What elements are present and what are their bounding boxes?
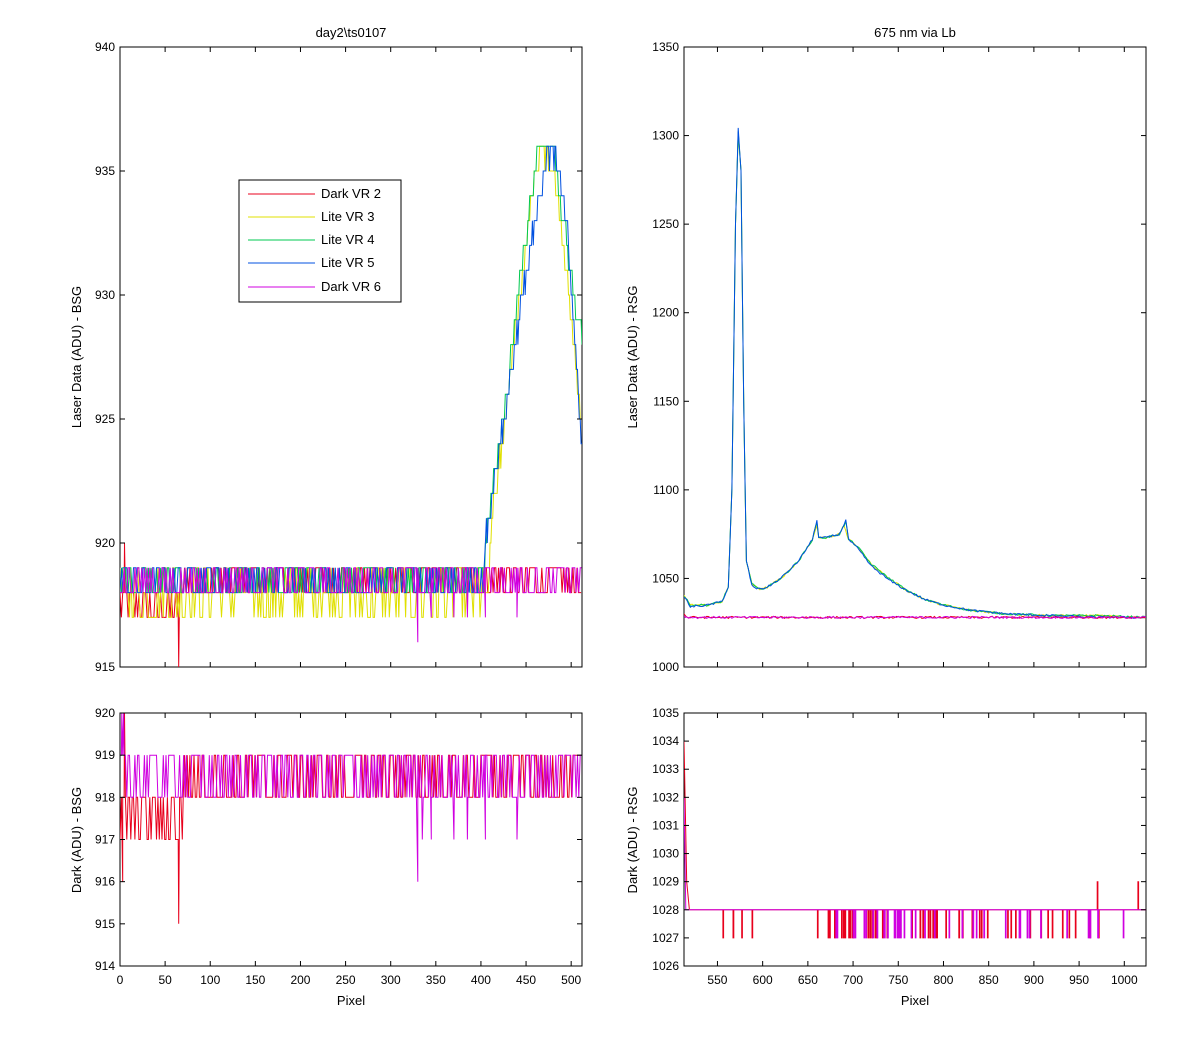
x-tick-label: 950	[1069, 973, 1089, 987]
y-tick-label: 935	[95, 164, 115, 178]
plot-area	[683, 46, 1147, 668]
plot-series-group	[684, 741, 1146, 939]
x-tick-label: 900	[1024, 973, 1044, 987]
y-tick-label: 1032	[652, 790, 679, 804]
chart-title: 675 nm via Lb	[874, 25, 956, 40]
x-tick-label: 800	[933, 973, 953, 987]
y-tick-label: 1034	[652, 734, 679, 748]
y-tick-label: 1200	[652, 306, 679, 320]
x-tick-label: 300	[381, 973, 401, 987]
chart-title: day2\ts0107	[316, 25, 387, 40]
legend-label: Lite VR 3	[321, 209, 374, 224]
x-tick-label: 0	[117, 973, 124, 987]
y-tick-label: 1350	[652, 40, 679, 54]
x-axis-label: Pixel	[901, 993, 929, 1008]
x-tick-label: 250	[336, 973, 356, 987]
x-tick-label: 200	[290, 973, 310, 987]
series-line-dark-vr-2	[684, 741, 1146, 939]
y-tick-label: 1026	[652, 959, 679, 973]
y-axis-label: Laser Data (ADU) - RSG	[625, 285, 640, 428]
plot-series-group	[684, 127, 1146, 620]
legend-label: Dark VR 2	[321, 186, 381, 201]
x-tick-label: 350	[426, 973, 446, 987]
series-line-lite-vr-5	[684, 127, 1146, 619]
y-tick-label: 1300	[652, 129, 679, 143]
x-tick-label: 700	[843, 973, 863, 987]
series-line-dark-vr-2	[120, 713, 582, 924]
legend-label: Dark VR 6	[321, 279, 381, 294]
y-tick-label: 930	[95, 288, 115, 302]
legend-label: Lite VR 4	[321, 232, 374, 247]
y-tick-label: 920	[95, 536, 115, 550]
plot-series-group	[120, 713, 582, 924]
y-tick-label: 915	[95, 917, 115, 931]
legend: Dark VR 2 Lite VR 3 Lite VR 4 Lite VR 5 …	[238, 179, 402, 303]
y-tick-label: 1250	[652, 217, 679, 231]
x-axis-label: Pixel	[337, 993, 365, 1008]
legend-entry: Dark VR 2	[248, 186, 381, 201]
x-tick-label: 450	[516, 973, 536, 987]
legend-entry: Lite VR 5	[248, 255, 374, 270]
x-tick-label: 650	[798, 973, 818, 987]
y-tick-label: 915	[95, 660, 115, 674]
y-tick-label: 1031	[652, 818, 679, 832]
y-tick-label: 1029	[652, 875, 679, 889]
x-tick-label: 500	[561, 973, 581, 987]
legend-entry: Lite VR 3	[248, 209, 374, 224]
series-line-dark-vr-6	[120, 567, 582, 643]
y-tick-label: 1028	[652, 903, 679, 917]
y-axis-label: Dark (ADU) - RSG	[625, 787, 640, 894]
x-tick-label: 50	[158, 973, 172, 987]
series-line-dark-vr-6	[684, 797, 1146, 939]
legend-label: Lite VR 5	[321, 255, 374, 270]
y-tick-label: 1033	[652, 762, 679, 776]
y-tick-label: 917	[95, 833, 115, 847]
x-tick-label: 850	[979, 973, 999, 987]
y-tick-label: 914	[95, 959, 115, 973]
series-line-lite-vr-4	[684, 131, 1146, 619]
y-tick-label: 1150	[653, 394, 679, 408]
y-tick-label: 1050	[652, 571, 679, 585]
y-tick-label: 940	[95, 40, 115, 54]
plot-series-group	[120, 145, 582, 667]
y-tick-label: 1030	[652, 847, 679, 861]
legend-entry: Lite VR 4	[248, 232, 374, 247]
x-tick-label: 150	[245, 973, 265, 987]
y-tick-label: 925	[95, 412, 115, 426]
y-tick-label: 920	[95, 706, 115, 720]
x-tick-label: 1000	[1111, 973, 1138, 987]
legend-box	[238, 179, 402, 303]
y-tick-label: 1000	[652, 660, 679, 674]
series-line-dark-vr-6	[684, 615, 1146, 620]
y-axis-label: Dark (ADU) - BSG	[69, 787, 84, 893]
x-tick-label: 550	[707, 973, 727, 987]
y-tick-label: 1100	[653, 483, 679, 497]
plot-area	[119, 46, 583, 668]
y-tick-label: 916	[95, 875, 115, 889]
y-tick-label: 1035	[652, 706, 679, 720]
y-tick-label: 1027	[652, 931, 679, 945]
panel-dark-rsg: Pixel Dark (ADU) - RSG 1026 1027 1028 1029 1…	[625, 706, 1147, 1008]
x-tick-label: 400	[471, 973, 491, 987]
panel-dark-bsg: Pixel Dark (ADU) - BSG 914 915 916 917 918 91…	[69, 706, 583, 1008]
series-line-dark-vr-6	[120, 713, 582, 882]
y-tick-label: 919	[95, 748, 115, 762]
x-tick-label: 600	[753, 973, 773, 987]
y-tick-label: 918	[95, 790, 115, 804]
panel-laser-rsg: 675 nm via Lb Laser Data (ADU) - RSG 100…	[625, 25, 1147, 674]
plot-area	[119, 712, 583, 967]
x-tick-label: 100	[200, 973, 220, 987]
panel-laser-bsg: day2\ts0107 Laser Data (ADU) - BSG 915 92…	[69, 25, 583, 674]
legend-entry: Dark VR 6	[248, 279, 381, 294]
x-tick-label: 750	[888, 973, 908, 987]
y-axis-label: Laser Data (ADU) - BSG	[69, 286, 84, 428]
